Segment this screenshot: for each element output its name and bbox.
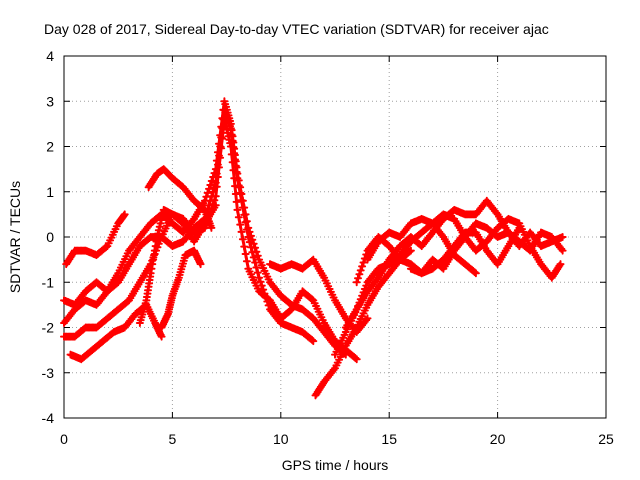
series-track-15	[406, 223, 524, 278]
series-trace-1	[64, 213, 126, 265]
series-trace-4	[64, 117, 358, 361]
series-track-8	[157, 246, 205, 332]
x-tick-label-0: 0	[60, 431, 68, 447]
series-trace-5	[69, 303, 163, 361]
y-tick-label-7: 3	[46, 93, 54, 109]
y-tick-label-6: 2	[46, 139, 54, 155]
series-trace-13	[355, 221, 564, 283]
series-layer	[60, 97, 567, 400]
y-tick-label-1: -3	[42, 365, 55, 381]
series-markers-1	[62, 210, 129, 269]
y-axis-label: SDTVAR / TECUs	[7, 181, 23, 293]
chart-title: Day 028 of 2017, Sidereal Day-to-day VTE…	[44, 21, 549, 37]
y-tick-label-3: -1	[42, 274, 55, 290]
series-track-7	[144, 165, 216, 232]
series-trace-6	[138, 204, 218, 324]
series-track-6	[135, 201, 220, 327]
series-track-3	[60, 97, 350, 359]
series-track-1	[62, 210, 129, 269]
series-trace-9	[269, 258, 369, 334]
series-trace-10	[314, 249, 412, 397]
series-trace-3	[63, 99, 347, 356]
y-tick-label-4: 0	[46, 229, 54, 245]
series-track-14	[363, 214, 480, 278]
x-tick-label-4: 20	[490, 431, 506, 447]
x-tick-label-3: 15	[381, 431, 397, 447]
series-track-5	[66, 300, 166, 364]
series-trace-14	[366, 217, 477, 275]
series-track-10	[311, 246, 415, 400]
series-trace-15	[410, 227, 521, 275]
axis-ticks: 0 5 10 15 20 25 -4 -3 -2 -1 0 1 2 3 4	[42, 48, 614, 447]
series-trace-8	[160, 249, 202, 329]
series-track-9	[266, 255, 372, 336]
y-tick-label-5: 1	[46, 184, 54, 200]
y-tick-label-8: 4	[46, 48, 54, 64]
y-tick-label-0: -4	[42, 410, 55, 426]
series-trace-7	[147, 167, 213, 229]
x-tick-label-2: 10	[273, 431, 289, 447]
series-trace-12	[344, 199, 564, 329]
x-tick-label-5: 25	[598, 431, 614, 447]
y-tick-label-2: -2	[42, 320, 55, 336]
x-axis-label: GPS time / hours	[282, 457, 389, 473]
x-tick-label-1: 5	[169, 431, 177, 447]
